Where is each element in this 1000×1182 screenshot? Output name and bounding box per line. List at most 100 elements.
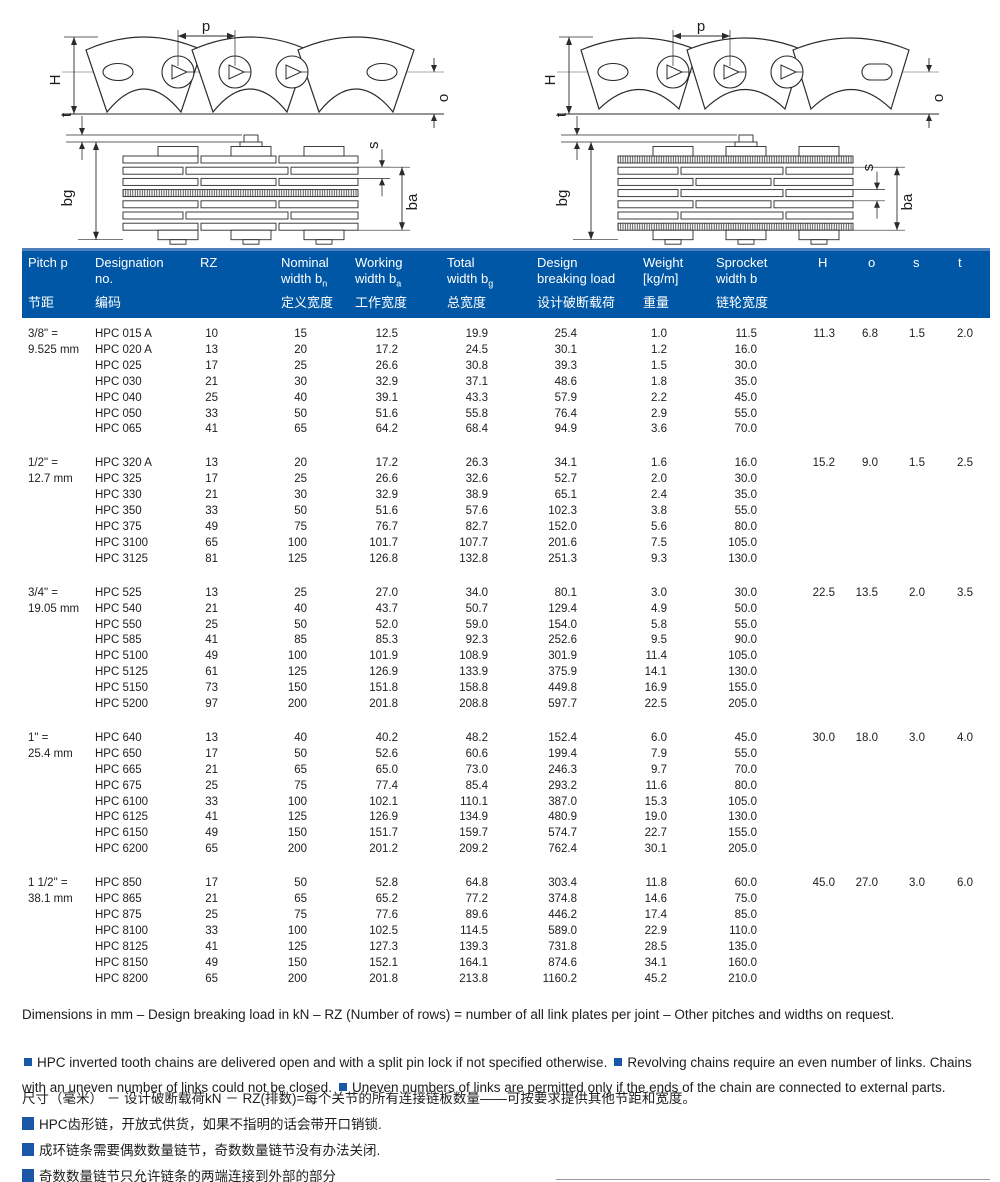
dim-s-cell [882,763,929,779]
value-cell: 85.3 [375,634,398,647]
dim-t-cell [929,520,977,536]
value-cell: 65 [294,423,307,436]
dim-o-cell: 27.0 [855,877,878,890]
value-cell: 213.8 [459,972,488,985]
dim-t-cell [929,618,977,634]
col-header-en: Pitch p [28,255,68,270]
value-cell: 154.0 [548,618,577,631]
dim-t-cell [929,665,977,681]
pitch-label: 3/8" = 9.525 mm [22,318,92,438]
designation-cell: HPC 350 [95,505,142,518]
pitch-line: 38.1 mm [28,893,73,906]
dim-s-cell [882,747,929,763]
dim-t-cell [929,940,977,956]
col-header-en: Sprocket [716,255,768,270]
value-cell: 52.8 [375,877,398,890]
value-cell: 874.6 [548,956,577,969]
col-header-12: s [913,255,920,318]
table-header: Pitch p 节距 Designation no. 编码 RZ Nominal width … [22,248,990,318]
dim-label-s: s [365,141,382,149]
value-cell: 57.9 [554,391,577,404]
value-cell: 7.9 [651,747,667,760]
value-cell: 34.0 [465,586,488,599]
value-cell: 449.8 [548,682,577,695]
table-row: HPC 865 21 65 65.2 77.2 374.8 14.6 75.0 [22,892,977,908]
dim-H-cell [761,472,839,488]
value-cell: 135.0 [728,940,757,953]
dimensions-note: Dimensions in mm – Design breaking load … [22,1007,895,1022]
dim-label-bg: bg [554,190,571,207]
value-cell: 293.2 [548,779,577,792]
value-cell: 114.5 [460,924,488,937]
bullet-square-icon [22,1143,34,1156]
value-cell: 21 [205,893,218,906]
value-cell: 201.8 [369,972,398,985]
dim-t-cell [929,892,977,908]
value-cell: 26.6 [375,359,398,372]
table-row: HPC 065 41 65 64.2 68.4 94.9 3.6 70.0 [22,422,977,438]
col-header-en: Design [537,255,578,270]
designation-cell: HPC 015 A [95,328,152,340]
dim-label-t: t [553,112,570,117]
dim-o-cell [839,826,882,842]
value-cell: 38.9 [465,489,488,502]
value-cell: 155.0 [728,827,757,840]
note-zh-text: HPC齿形链，开放式供货，如果不指明的话会带开口销锁. [39,1117,382,1132]
value-cell: 90.0 [734,634,757,647]
table-row: HPC 6125 41 125 126.9 134.9 480.9 19.0 130.0 [22,810,977,826]
value-cell: 30.0 [734,359,757,372]
value-cell: 81 [205,552,218,565]
value-cell: 25 [205,779,218,792]
value-cell: 6.0 [651,731,667,744]
value-cell: 200 [287,972,307,985]
dim-s-cell [882,956,929,972]
col-header-en: s [913,255,920,270]
value-cell: 39.3 [554,359,577,372]
dim-label-o: o [930,94,947,102]
value-cell: 205.0 [728,843,757,856]
value-cell: 65 [205,843,218,856]
dim-H-cell [761,618,839,634]
designation-cell: HPC 5100 [95,650,149,663]
dim-o-cell [839,924,882,940]
value-cell: 16.0 [734,343,757,356]
value-cell: 50.0 [734,602,757,615]
table-row: HPC 8100 33 100 102.5 114.5 589.0 22.9 110.0 [22,924,977,940]
col-header-10: H [818,255,827,318]
dim-s-cell: 1.5 [909,457,925,470]
value-cell: 1.0 [651,328,667,340]
value-cell: 14.1 [644,666,667,679]
value-cell: 9.7 [651,763,667,776]
dim-s-cell [882,826,929,842]
dim-H-cell [761,422,839,438]
designation-cell: HPC 675 [95,779,142,792]
col-header-zh: 节距 [28,295,55,310]
dim-label-s: s [860,164,877,172]
value-cell: 17 [205,473,218,486]
dim-t-cell [929,407,977,423]
col-header-en2: width b [716,271,758,286]
value-cell: 134.9 [459,811,488,824]
dim-s-cell [882,375,929,391]
designation-cell: HPC 375 [95,520,142,533]
value-cell: 151.8 [369,682,398,695]
notes-zh: 尺寸（毫米） － 设计破断载荷kN － RZ(排数)=每个关节的所有连接链板数量… [22,1086,984,1182]
value-cell: 126.8 [369,552,398,565]
designation-cell: HPC 665 [95,763,142,776]
dim-t-cell: 3.5 [957,586,973,599]
value-cell: 9.3 [651,552,667,565]
designation-cell: HPC 325 [95,473,142,486]
value-cell: 30.0 [734,586,757,599]
value-cell: 2.9 [651,407,667,420]
value-cell: 13 [205,457,218,470]
value-cell: 20 [294,457,307,470]
value-cell: 26.3 [465,457,488,470]
value-cell: 32.9 [375,489,398,502]
dim-H-cell [761,359,839,375]
dim-H-cell: 22.5 [812,586,835,599]
value-cell: 40 [294,391,307,404]
value-cell: 9.5 [651,634,667,647]
dim-t-cell [929,504,977,520]
col-header-en2: width b [355,271,397,286]
value-cell: 155.0 [728,682,757,695]
